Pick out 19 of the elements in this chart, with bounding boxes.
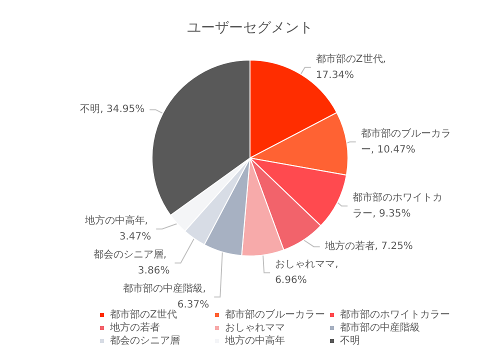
data-label: 都市部のブルーカラー, 10.47% bbox=[360, 127, 451, 156]
legend-label: 都市部のブルーカラー bbox=[225, 308, 325, 320]
data-label: おしゃれママ, 6.96% bbox=[275, 259, 342, 286]
legend-label: 地方の中高年 bbox=[224, 334, 285, 346]
legend-label: 不明 bbox=[340, 336, 360, 346]
data-label: 地方の中高年, 3.47% bbox=[84, 214, 152, 242]
legend-label: 都市部のホワイトカラー bbox=[340, 308, 450, 320]
data-label: 都市部のZ世代, 17.34% bbox=[316, 52, 390, 81]
data-label: 都市部のホワイトカラー, 9.35% bbox=[352, 191, 443, 220]
data-label: 不明, 34.95% bbox=[80, 104, 145, 116]
legend-label: 都市部の中産階級 bbox=[340, 322, 420, 334]
data-label: 地方の若者, 7.25% bbox=[324, 240, 413, 252]
chart-title: ユーザーセグメント bbox=[187, 20, 313, 36]
data-label: 都市部の中産階級, 6.37% bbox=[122, 282, 210, 310]
data-label: 都会のシニア層, 3.86% bbox=[93, 248, 170, 276]
legend-label: 都市部のZ世代 bbox=[110, 308, 177, 320]
legend-label: 都会のシニア層 bbox=[110, 334, 180, 346]
legend-label: おしゃれママ bbox=[225, 322, 285, 334]
legend-label: 地方の若者 bbox=[109, 322, 160, 334]
